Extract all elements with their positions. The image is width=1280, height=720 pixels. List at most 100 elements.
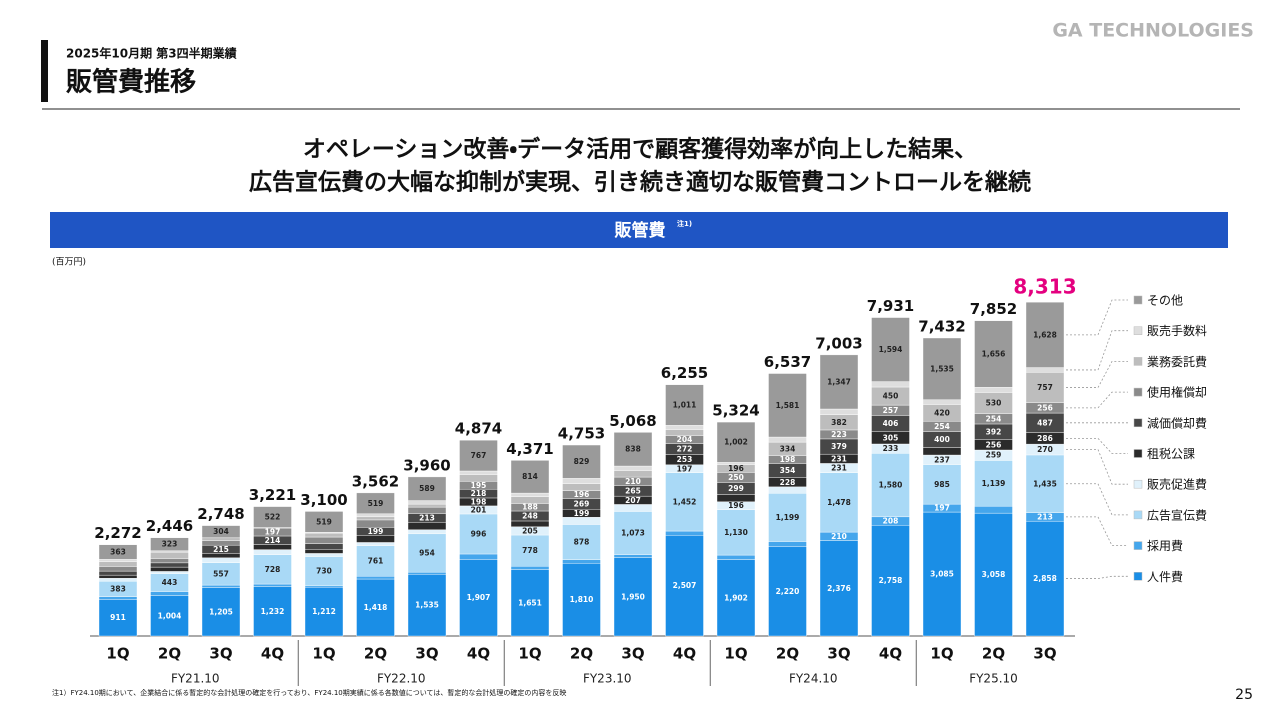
segment-label: 1,810 (570, 595, 594, 604)
bar-segment (510, 566, 550, 570)
segment-label: 911 (110, 613, 126, 622)
bar-segment (253, 544, 292, 550)
bar-segment (716, 554, 756, 560)
segment-label: 256 (1037, 403, 1053, 412)
bar-segment (510, 460, 550, 494)
segment-label: 195 (471, 481, 487, 490)
segment-label: 1,628 (1033, 330, 1057, 339)
bar-segment (150, 591, 189, 596)
segment-label: 3,058 (982, 570, 1006, 579)
bar-segment (150, 566, 189, 572)
x-tick-label: 3Q (621, 645, 644, 663)
segment-label: 730 (316, 567, 332, 576)
legend-label: 減価償却費 (1147, 415, 1207, 430)
segment-label: 589 (419, 484, 435, 493)
segment-label: 487 (1037, 418, 1053, 427)
segment-label: 1,435 (1033, 479, 1057, 488)
title-bar (41, 40, 48, 102)
bar-segment (974, 320, 1013, 388)
bar-segment (356, 542, 395, 546)
segment-label: 1,199 (776, 513, 800, 522)
bar-segment (98, 561, 138, 567)
bar-segment (665, 535, 704, 637)
bar-segment (98, 570, 138, 576)
bar-segment (150, 558, 189, 564)
total-label: 2,748 (197, 505, 244, 523)
total-label: 7,432 (918, 317, 965, 335)
segment-label: 2,858 (1033, 574, 1057, 583)
segment-label: 305 (883, 433, 899, 442)
segment-label: 204 (677, 435, 693, 444)
segment-label: 254 (934, 422, 950, 431)
segment-label: 248 (522, 511, 538, 520)
legend-swatch (1133, 449, 1143, 458)
bar-segment (304, 585, 344, 588)
bar-segment (1025, 454, 1065, 513)
segment-label: 761 (368, 556, 384, 565)
segment-label: 1,418 (364, 603, 388, 612)
legend-swatch (1133, 418, 1143, 428)
segment-label: 213 (1037, 512, 1053, 521)
bar-segment (922, 399, 962, 405)
segment-label: 985 (934, 480, 950, 489)
segment-label: 237 (934, 455, 950, 464)
total-label: 4,874 (455, 420, 502, 438)
segment-label: 400 (934, 435, 950, 444)
segment-label: 196 (728, 501, 744, 510)
bar-segment (510, 492, 550, 497)
segment-label: 814 (522, 472, 538, 481)
bar-segment (871, 317, 910, 382)
bar-segment (150, 537, 189, 551)
segment-label: 198 (471, 497, 487, 506)
segment-label: 323 (162, 540, 178, 549)
bar-segment (716, 559, 756, 637)
bar-segment (407, 529, 447, 535)
bar-segment (922, 447, 962, 456)
total-label: 8,313 (1013, 275, 1076, 299)
bar-segment (98, 559, 138, 562)
segment-label: 233 (883, 444, 899, 453)
chart-banner (50, 212, 1228, 248)
bar-segment (974, 387, 1013, 393)
bar-segment (459, 553, 498, 560)
legend-swatch (1133, 326, 1143, 335)
bar-segment (98, 544, 138, 560)
bar-segment (716, 421, 756, 463)
bar-segment (201, 525, 241, 539)
x-tick-label: 3Q (827, 645, 850, 663)
legend-swatch (1133, 479, 1143, 489)
x-tick-label: 3Q (209, 645, 232, 663)
bar-segment (356, 513, 395, 518)
legend-label: 租税公課 (1147, 447, 1195, 461)
bar-segment (1025, 372, 1065, 403)
bar-segment (562, 563, 601, 637)
logo: GA TECHNOLOGIES (1052, 20, 1254, 42)
segment-label: 2,376 (827, 584, 851, 593)
bar-segment (253, 549, 292, 556)
legend-connector (1066, 391, 1128, 409)
segment-label: 1,902 (724, 593, 748, 602)
x-tick-label: 4Q (467, 645, 490, 663)
segment-label: 208 (883, 517, 899, 526)
bar-segment (510, 569, 550, 637)
bar-segment (613, 432, 653, 467)
bar-segment (613, 465, 653, 471)
total-label: 6,537 (764, 353, 811, 371)
bar-segment (304, 543, 344, 550)
x-tick-label: 3Q (415, 645, 438, 663)
segment-label: 257 (883, 406, 899, 415)
group-label: FY22.10 (377, 672, 426, 686)
x-tick-label: 2Q (570, 645, 593, 663)
segment-label: 829 (574, 457, 590, 466)
bar-segment (407, 522, 447, 530)
chart-title: 販管費 (615, 220, 666, 241)
x-tick-label: 2Q (776, 645, 799, 663)
bar-segment (304, 532, 344, 538)
segment-label: 443 (162, 578, 178, 587)
segment-label: 392 (986, 427, 1002, 436)
bar-segment (716, 462, 756, 465)
segment-label: 1,651 (518, 598, 542, 607)
legend-connector (1066, 437, 1128, 454)
bar-segment (356, 578, 395, 637)
bar-segment (304, 556, 344, 587)
